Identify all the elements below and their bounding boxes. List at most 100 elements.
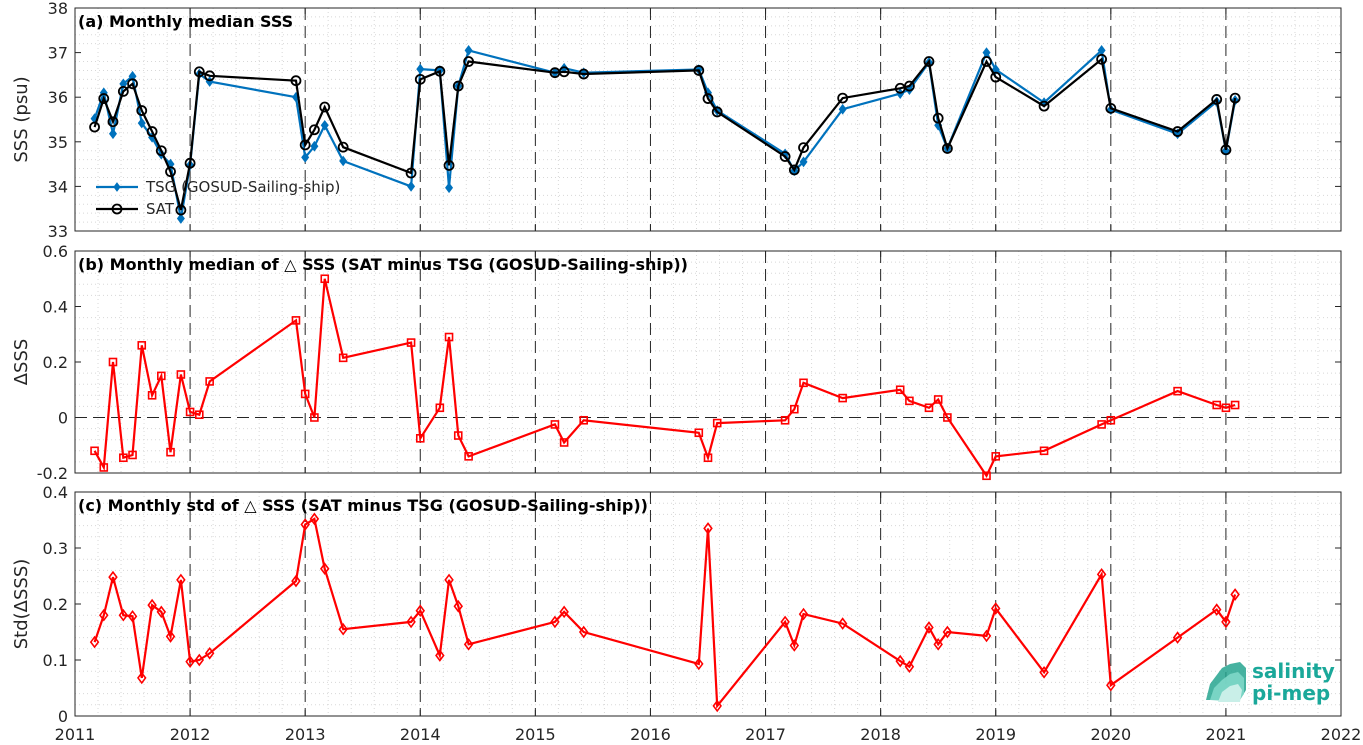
minor-grid [75,8,1341,231]
x-tick-label: 2020 [1090,725,1131,744]
salinity-pi-mep-logo: salinity pi-mep [1206,659,1335,705]
data-point [464,452,473,461]
data-point [443,160,455,171]
data-point [147,598,157,612]
data-point [559,605,569,619]
y-tick-label: 35 [48,133,68,152]
data-point [799,156,808,168]
data-point [559,438,569,447]
x-tick-label: 2019 [975,725,1016,744]
data-point [1230,588,1240,601]
y-tick-label: 0 [58,409,68,428]
panel-title: (a) Monthly median SSS [78,12,293,31]
data-point [136,105,148,116]
data-point [127,78,138,90]
data-point [156,605,167,619]
data-point [463,637,474,651]
data-point [703,453,713,463]
data-point [308,124,320,136]
data-point [579,415,589,425]
data-point [291,574,301,588]
legend-entry: SAT [146,200,175,218]
data-point [463,56,475,67]
y-tick-label: 0.2 [43,353,68,372]
axes-box [74,7,1342,232]
data-point [694,428,704,438]
data-point [89,635,100,649]
data-point [176,573,186,587]
data-point [137,341,147,350]
data-point [924,403,934,413]
data-point [1173,386,1182,396]
data-point [405,167,417,179]
series-line [93,278,1236,479]
data-point [338,622,348,636]
data-point [991,452,1001,461]
x-tick-label: 2022 [1321,725,1362,744]
data-point [578,625,589,639]
legend: TSG (GOSUD-Sailing-ship) SAT [96,178,340,218]
data-point [89,121,100,133]
data-point [558,66,570,78]
year-gridlines [189,8,1227,231]
series-line [93,517,1237,709]
data-point [941,143,953,154]
data-point [904,660,915,674]
data-point [107,116,119,128]
data-point [320,274,330,284]
legend-entry: TSG (GOSUD-Sailing-ship) [145,178,340,196]
y-axis-label: Std(ΔSSS) [11,559,32,650]
data-point [204,70,216,82]
data-point [291,316,301,325]
y-tick-label: 0.6 [43,242,68,261]
data-point [895,654,905,668]
data-point [406,338,416,347]
data-point [991,64,1000,75]
data-point [464,45,473,56]
data-point [933,637,943,651]
data-point [943,413,952,422]
data-point [185,655,195,669]
data-point [904,80,915,92]
data-point [155,145,167,157]
x-tick-label: 2018 [860,725,901,744]
data-point [434,65,446,77]
series-panel-2 [89,512,1240,713]
x-tick-label: 2017 [745,725,786,744]
data-point [108,570,118,584]
data-point [108,357,118,367]
y-tick-label: 36 [48,88,68,107]
logo-text-line2: pi-mep [1252,681,1330,705]
data-point [1230,400,1240,410]
data-point [406,615,416,629]
x-tick-label: 2012 [170,725,211,744]
data-point [711,106,723,118]
data-point [942,625,953,639]
data-point [119,78,128,90]
data-point [415,434,425,443]
data-point [1172,126,1183,137]
data-point [194,653,205,667]
data-point [453,599,464,613]
data-point [1039,446,1049,456]
series-tsg-gosud-sailing-ship- [90,45,1240,224]
data-point [789,639,800,652]
data-point [452,80,464,92]
data-point [128,70,137,82]
data-point [128,450,137,460]
data-point [779,151,791,162]
data-point [982,471,991,481]
data-point [414,73,426,85]
data-point [165,630,176,643]
series-sat [89,53,1241,216]
data-point [338,353,348,363]
data-point [798,142,809,153]
y-tick-label: 0 [58,707,68,726]
y-tick-label: -0.2 [37,464,68,483]
data-point [435,649,445,662]
data-point [185,407,195,417]
data-point [119,453,128,463]
data-point [108,128,117,140]
data-point [1105,102,1117,114]
